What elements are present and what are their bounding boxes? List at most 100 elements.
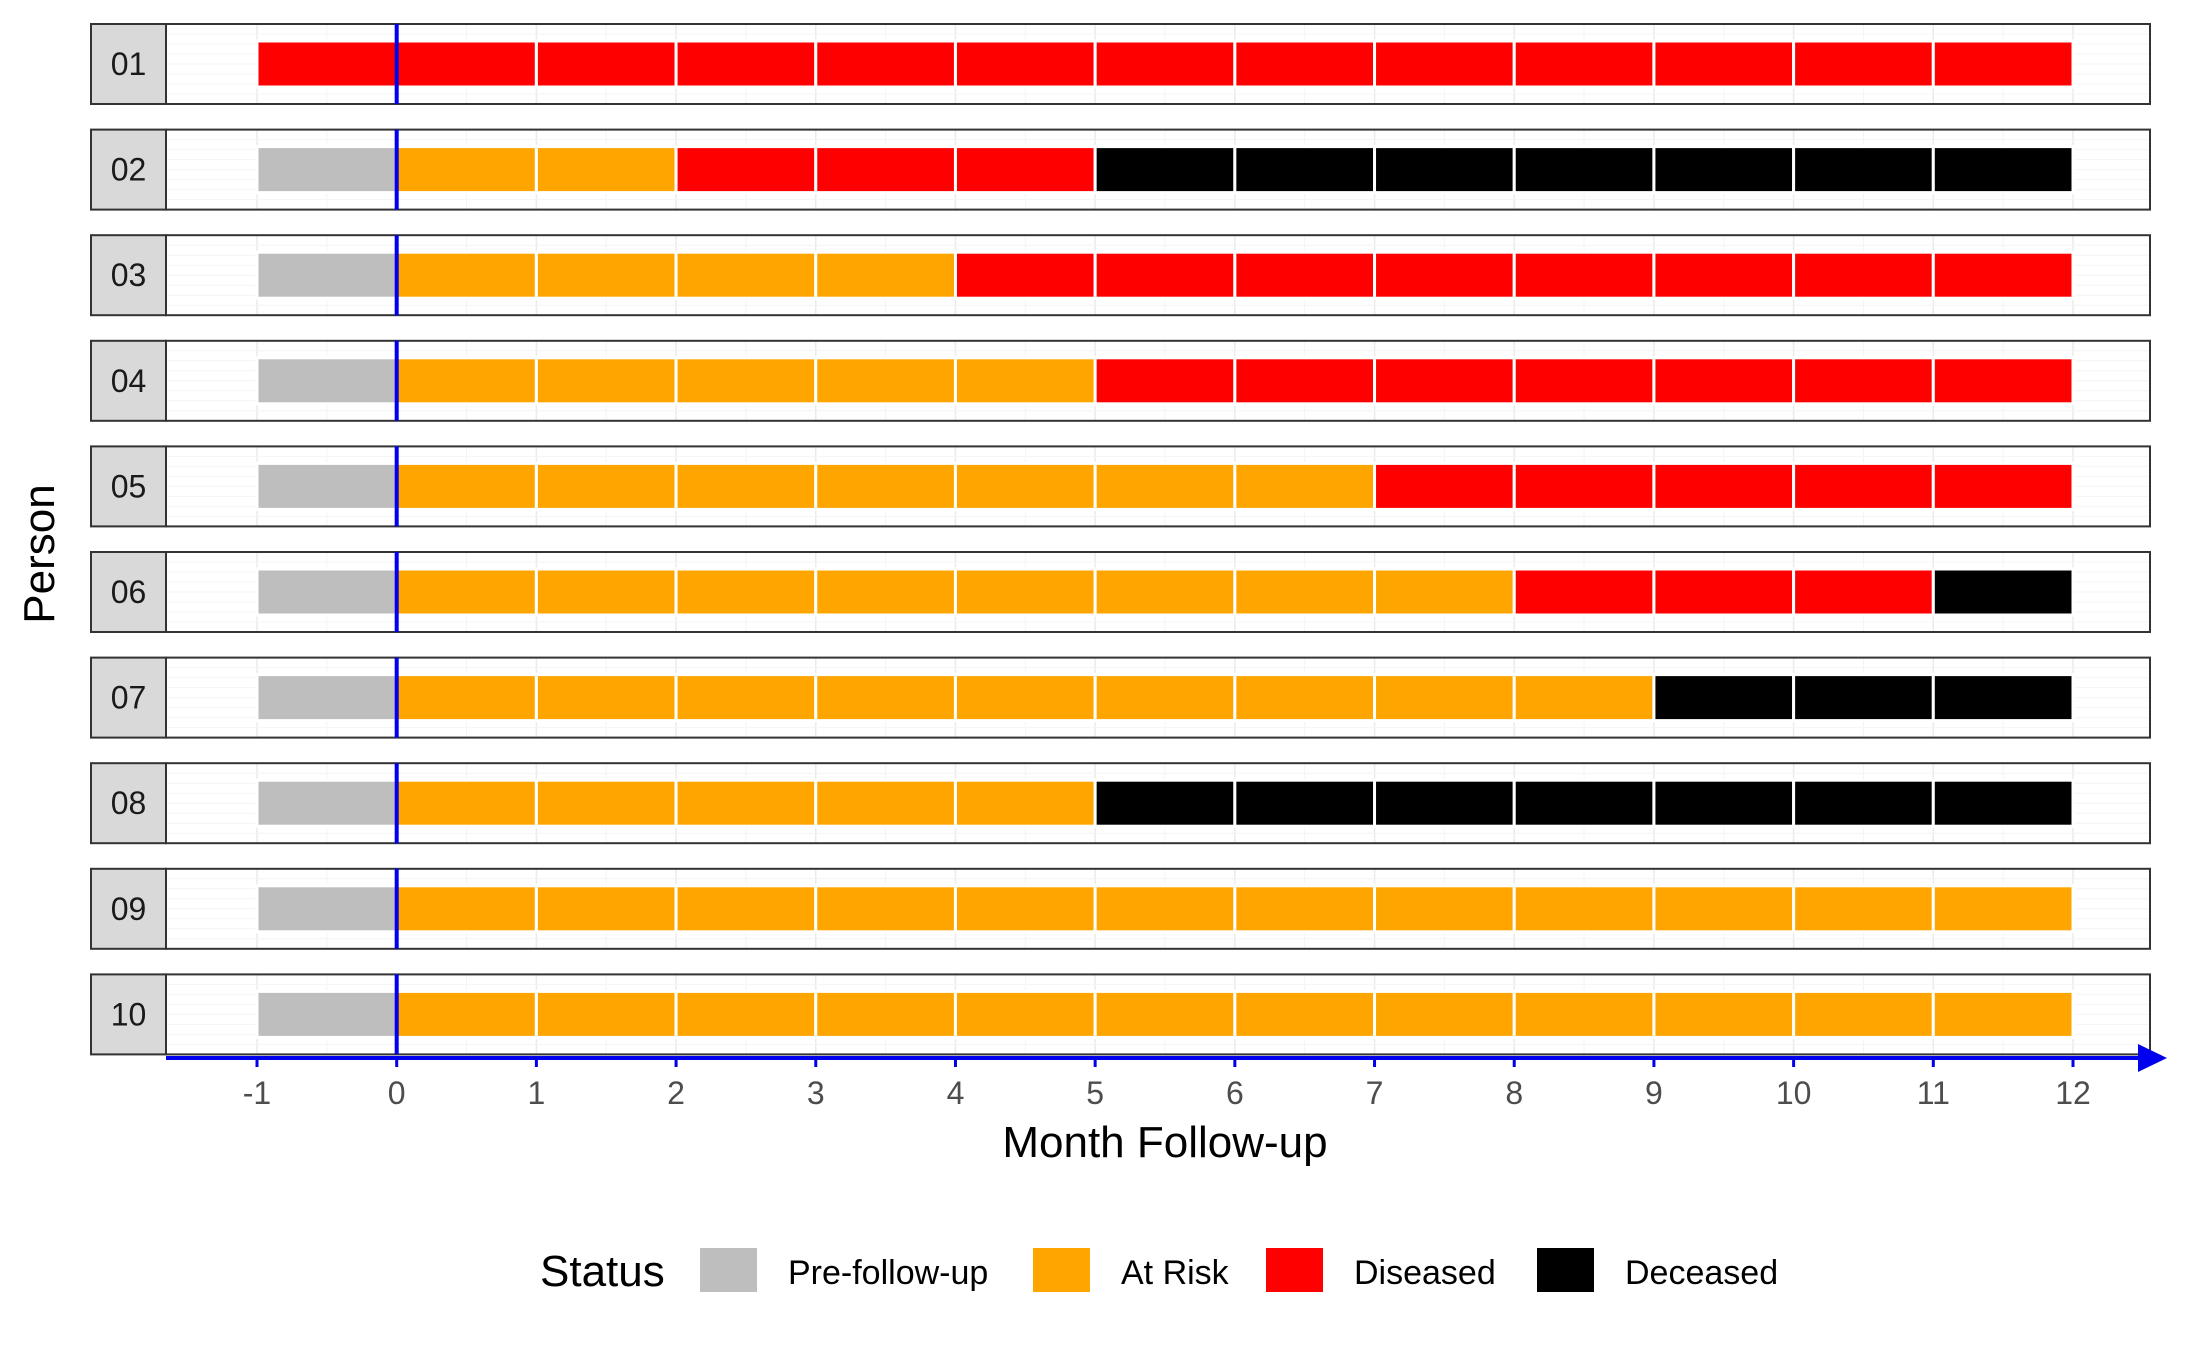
- bar-segment-diseased: [1373, 356, 1516, 406]
- bar-segment-deceased: [1931, 778, 2075, 828]
- x-tick-label: 12: [2055, 1075, 2091, 1111]
- bar-segment-pre: [255, 250, 399, 300]
- facet-strip: [90, 445, 167, 528]
- facet-panel-05: 05: [90, 445, 2151, 528]
- bar-segment-deceased: [1373, 145, 1516, 195]
- bar-segment-risk: [395, 145, 538, 195]
- bar-segment-risk: [395, 567, 538, 617]
- bar-segment-risk: [814, 989, 957, 1039]
- facet-strip-label: 02: [111, 152, 147, 188]
- bar-segment-deceased: [1093, 145, 1237, 195]
- x-tick-label: 5: [1086, 1075, 1104, 1111]
- facet-panel-01: 01: [90, 23, 2151, 105]
- facet-strip: [90, 128, 167, 211]
- facet-strip: [90, 973, 167, 1056]
- bar-segment-diseased: [953, 39, 1097, 89]
- bar-segment-diseased: [1931, 250, 2075, 300]
- bar-segment-diseased: [1512, 356, 1656, 406]
- bar-segment-diseased: [953, 250, 1097, 300]
- legend-label-pre: Pre-follow-up: [788, 1254, 988, 1292]
- bar-segment-diseased: [1652, 461, 1796, 511]
- bar-segment-pre: [255, 461, 399, 511]
- x-axis-title: Month Follow-up: [1002, 1118, 1327, 1167]
- bar-segment-risk: [395, 673, 538, 723]
- bar-segment-risk: [534, 567, 678, 617]
- legend-label-diseased: Diseased: [1354, 1254, 1496, 1292]
- bar-segment-diseased: [953, 145, 1097, 195]
- facet-panel-02: 02: [90, 128, 2151, 211]
- bar-segment-risk: [395, 250, 538, 300]
- bar-segment-pre: [255, 567, 399, 617]
- bar-segment-diseased: [1652, 39, 1796, 89]
- bar-segment-diseased: [1093, 250, 1237, 300]
- bar-segment-risk: [953, 884, 1097, 934]
- bar-segment-risk: [395, 989, 538, 1039]
- facet-strip-label: 10: [111, 996, 147, 1032]
- facet-panel-07: 07: [90, 656, 2151, 739]
- bar-segment-risk: [674, 884, 818, 934]
- x-axis: -1 0 1 2 3 4 5 6 7 8 9 10 11 12: [166, 1044, 2167, 1111]
- bar-segment-pre: [255, 778, 399, 828]
- bar-segment-diseased: [1512, 250, 1656, 300]
- bar-segment-pre: [255, 884, 399, 934]
- bar-segment-risk: [534, 673, 678, 723]
- legend-key-pre: [700, 1248, 757, 1292]
- bar-segment-deceased: [1792, 778, 1935, 828]
- bar-segment-risk: [1652, 989, 1796, 1039]
- bar-segment-diseased: [1233, 356, 1377, 406]
- facet-panels: 01 02 03 04 05 06 07 08 09 10: [90, 23, 2151, 1056]
- bar-segment-risk: [1233, 989, 1377, 1039]
- bar-segment-risk: [814, 884, 957, 934]
- x-axis-arrow-icon: [2138, 1044, 2167, 1072]
- bar-segment-pre: [255, 673, 399, 723]
- facet-panel-10: 10: [90, 973, 2151, 1056]
- bar-segment-risk: [1373, 567, 1516, 617]
- bar-segment-risk: [1093, 567, 1237, 617]
- facet-strip: [90, 339, 167, 422]
- bar-segment-diseased: [534, 39, 678, 89]
- bar-segment-deceased: [1931, 673, 2075, 723]
- bar-segment-risk: [1512, 989, 1656, 1039]
- bar-segment-deceased: [1652, 778, 1796, 828]
- bar-segment-risk: [534, 356, 678, 406]
- x-tick-label: 2: [667, 1075, 685, 1111]
- bar-segment-risk: [814, 778, 957, 828]
- bar-segment-deceased: [1792, 145, 1935, 195]
- bar-segment-diseased: [674, 39, 818, 89]
- bar-segment-deceased: [1233, 778, 1377, 828]
- bar-segment-risk: [395, 778, 538, 828]
- x-tick-label: 1: [527, 1075, 545, 1111]
- bar-segment-diseased: [1792, 250, 1935, 300]
- bar-segment-risk: [1093, 673, 1237, 723]
- facet-panel-08: 08: [90, 762, 2151, 845]
- facet-strip: [90, 867, 167, 950]
- bar-segment-risk: [953, 356, 1097, 406]
- bar-segment-deceased: [1792, 673, 1935, 723]
- bar-segment-risk: [814, 673, 957, 723]
- bar-segment-risk: [534, 461, 678, 511]
- bar-segment-deceased: [1093, 778, 1237, 828]
- bar-segment-risk: [395, 884, 538, 934]
- facet-strip-label: 04: [111, 363, 147, 399]
- bar-segment-risk: [674, 356, 818, 406]
- bar-segment-diseased: [1931, 461, 2075, 511]
- bar-segment-risk: [953, 778, 1097, 828]
- bar-segment-risk: [814, 461, 957, 511]
- bar-segment-risk: [1792, 989, 1935, 1039]
- bar-segment-risk: [1233, 461, 1377, 511]
- facet-strip-label: 08: [111, 785, 147, 821]
- bar-segment-deceased: [1652, 673, 1796, 723]
- facet-panel-06: 06: [90, 551, 2151, 633]
- bar-segment-diseased: [1512, 567, 1656, 617]
- bar-segment-risk: [953, 567, 1097, 617]
- bar-segment-diseased: [1373, 39, 1516, 89]
- facet-strip-label: 05: [111, 468, 147, 504]
- legend-label-risk: At Risk: [1121, 1254, 1230, 1292]
- bar-segment-diseased: [1931, 39, 2075, 89]
- bar-segment-risk: [674, 673, 818, 723]
- bar-segment-risk: [1093, 989, 1237, 1039]
- bar-segment-risk: [814, 356, 957, 406]
- facet-panel-09: 09: [90, 867, 2151, 950]
- x-tick-label: 9: [1645, 1075, 1663, 1111]
